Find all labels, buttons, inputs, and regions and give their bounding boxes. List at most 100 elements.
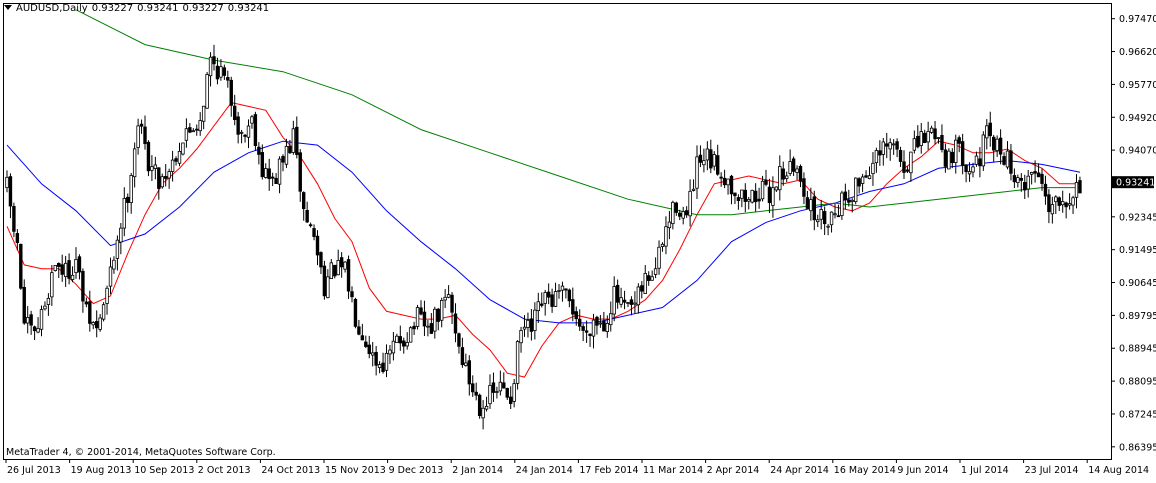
bull-candle-body [329,262,333,280]
bear-candle-body [419,307,423,315]
candle [291,120,296,155]
bull-candle-body [536,301,540,312]
candle [298,149,302,202]
candle [1026,169,1030,198]
bull-candle-body [1050,204,1055,215]
candle [188,123,192,134]
candle [329,259,333,280]
candle [805,190,810,209]
bear-candle-body [88,301,92,324]
candle [374,345,378,376]
candle [895,138,899,158]
candle [816,214,820,228]
chart-menu-triangle-icon[interactable] [4,5,12,10]
candle [215,57,220,85]
date-tick-label: 1 Jul 2014 [961,465,1009,476]
candle [184,118,189,148]
date-tick-label: 24 Jan 2014 [516,465,573,476]
bull-candle-body [695,156,699,189]
bull-candle-body [515,341,520,384]
candle [1002,152,1006,166]
candle [174,156,178,166]
candle [322,260,327,300]
candle [346,255,351,299]
bear-candle-body [315,235,320,256]
candle [598,314,603,328]
bear-candle-body [374,351,378,366]
candle [960,133,965,175]
bull-candle-body [667,221,672,229]
candle [826,223,830,236]
moving-average-line-2 [6,140,1081,324]
bull-candle-body [101,304,106,320]
bear-candle-body [319,252,323,268]
bear-candle-body [791,158,796,172]
candle [370,342,375,367]
bull-candle-body [809,199,813,212]
candle [305,201,309,224]
bear-candle-body [360,335,365,341]
bull-candle-body [136,125,140,148]
bear-candle-body [364,341,368,347]
bull-candle-body [5,176,9,189]
bull-candle-body [98,317,102,330]
bull-candle-body [891,143,896,146]
bull-candle-body [495,391,499,393]
date-tick-label: 9 Jun 2014 [897,465,948,476]
bull-candle-body [626,302,630,304]
bull-candle-body [1005,150,1010,168]
candle [902,150,906,180]
bear-candle-body [719,176,723,179]
bull-candle-body [184,128,189,141]
candle [622,290,627,310]
candle [63,255,68,287]
bear-candle-body [602,320,606,332]
bear-candle-body [67,260,71,279]
bear-candle-body [578,318,582,327]
bear-candle-body [1002,156,1006,165]
bull-candle-body [860,176,865,184]
bear-candle-body [964,164,968,173]
candle [250,114,254,129]
candle [319,251,323,275]
candle [736,194,741,210]
bear-candle-body [588,333,592,336]
candle [688,179,692,227]
bull-candle-body [560,285,565,291]
date-tick-label: 10 Sep 2013 [134,465,194,476]
candle [522,315,527,337]
bull-candle-body [850,199,854,202]
bear-candle-body [743,189,747,202]
date-tick-label: 2 Jan 2014 [452,465,503,476]
candle [681,206,685,225]
bull-candle-body [108,266,113,287]
candle [1005,141,1010,170]
candle [753,183,758,212]
candle [388,344,392,364]
bull-candle-body [919,131,923,146]
candle [971,162,975,178]
candle [722,169,727,189]
candle [854,177,858,205]
bear-candle-body [8,176,13,207]
candle [1012,168,1017,189]
bear-candle-body [60,264,64,275]
candle [364,335,368,349]
candle [564,288,568,299]
candle [205,71,209,109]
bull-candle-body [826,225,830,228]
bull-candle-body [691,188,696,191]
candle [626,302,630,307]
candle [978,147,982,178]
bear-candle-body [305,209,309,223]
bear-candle-body [1012,175,1017,183]
bear-candle-body [1040,173,1044,184]
candle [923,129,927,144]
candle [888,138,892,161]
candle [698,145,703,168]
candle [422,300,427,336]
candle [336,249,340,276]
candle [847,189,851,207]
